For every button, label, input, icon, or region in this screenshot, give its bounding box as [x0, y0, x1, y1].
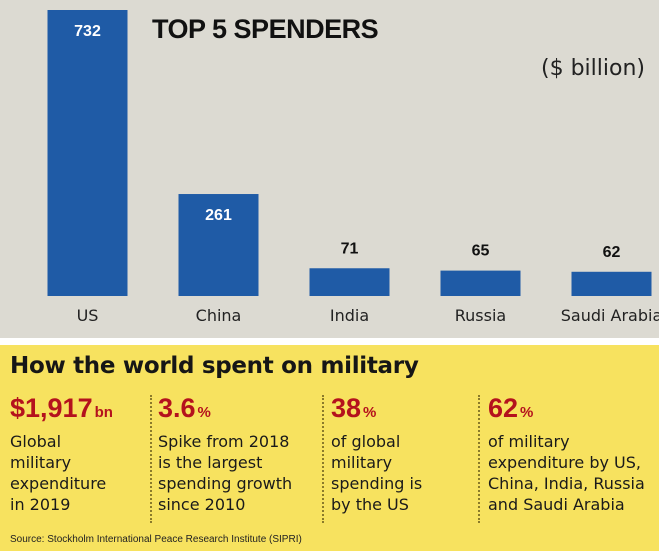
divider [150, 395, 152, 523]
category-label: Saudi Arabia [561, 306, 659, 325]
bar-russia [440, 270, 521, 296]
stat-description: Global military expenditure in 2019 [10, 432, 107, 514]
stat-value: $1,917 bn [10, 393, 113, 423]
stat-description: Spike from 2018 is the largest spending … [158, 432, 293, 514]
stat-top5-share: 62% of military expenditure by US, China… [488, 392, 656, 522]
data-label: 65 [472, 243, 490, 260]
divider [322, 395, 324, 523]
stat-description: of global military spending is by the US [331, 432, 423, 514]
data-label: 261 [205, 207, 232, 224]
bar-us [47, 10, 128, 296]
category-label: Russia [455, 306, 506, 325]
stat-value: 3.6% [158, 393, 211, 423]
panel-heading: How the world spent on military [10, 353, 419, 379]
bar-chart: 732 US 261 China 71 India 65 Russia 62 Saudi Arab… [47, 10, 659, 325]
chart-title: TOP 5 SPENDERS [152, 14, 379, 44]
bar-china [178, 194, 259, 296]
stat-description: of military expenditure by US, China, In… [488, 432, 645, 514]
data-label: 732 [74, 23, 101, 40]
stat-growth: 3.6% Spike from 2018 is the largest spen… [158, 392, 318, 522]
category-label: China [196, 306, 242, 325]
chart-unit-label: ($ billion) [541, 56, 645, 81]
stat-total-expenditure: $1,917 bn Global military expenditure in … [10, 392, 150, 522]
category-label: US [77, 306, 99, 325]
stat-value: 62% [488, 393, 534, 423]
data-label: 62 [603, 244, 621, 261]
stat-us-share: 38% of global military spending is by th… [331, 392, 471, 522]
divider [478, 395, 480, 523]
category-label: India [330, 306, 369, 325]
bar-saudi-arabia [571, 271, 652, 296]
bar-india [309, 268, 390, 296]
data-label: 71 [341, 240, 359, 257]
stat-value: 38% [331, 393, 377, 423]
chart-area: 732 US 261 China 71 India 65 Russia 62 Saudi Arab… [0, 0, 659, 338]
info-panel: How the world spent on military $1,917 bn… [0, 345, 659, 551]
source-note: Source: Stockholm International Peace Re… [10, 534, 302, 545]
